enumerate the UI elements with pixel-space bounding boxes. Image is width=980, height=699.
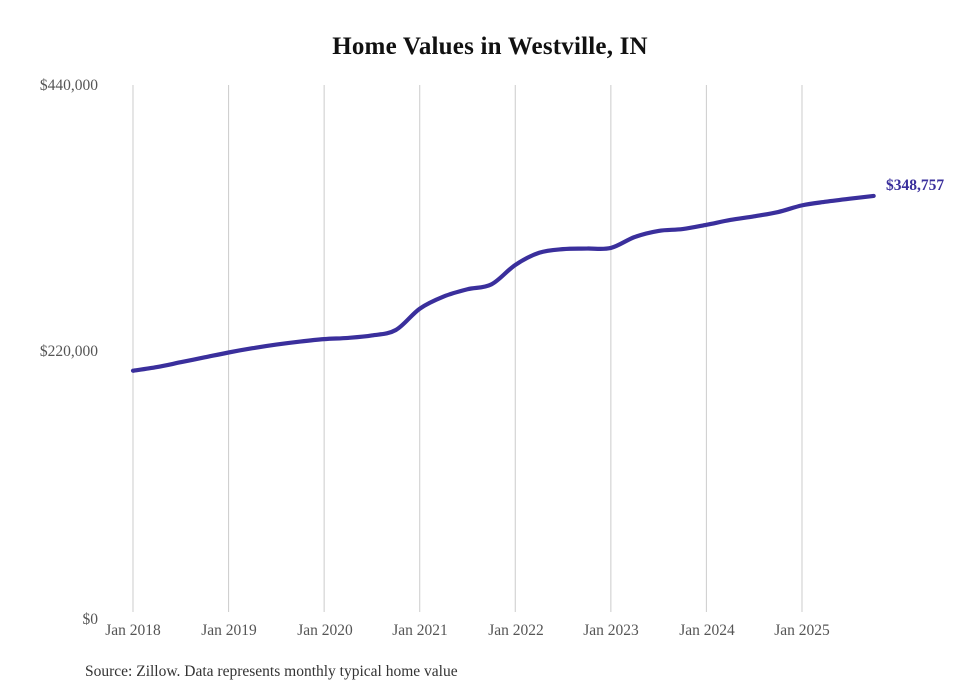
gridlines-group [132,85,803,612]
source-note: Source: Zillow. Data represents monthly … [85,663,458,680]
xtick-label-jan-2025: Jan 2025 [774,622,830,639]
xtick-label-jan-2019: Jan 2019 [201,622,257,639]
chart-title: Home Values in Westville, IN [332,33,648,60]
xtick-label-jan-2021: Jan 2021 [392,622,448,639]
xtick-label-jan-2023: Jan 2023 [583,622,639,639]
end-value-annotation: $348,757 [886,177,945,194]
ytick-label-0: $0 [82,611,99,628]
ytick-label-220000: $220,000 [39,343,98,360]
xtick-label-jan-2020: Jan 2020 [297,622,353,639]
series-line-typical-home-value [130,193,876,373]
xtick-label-jan-2024: Jan 2024 [679,622,735,639]
xtick-label-jan-2022: Jan 2022 [488,622,544,639]
ytick-label-440000: $440,000 [39,77,98,94]
xtick-label-jan-2018: Jan 2018 [105,622,161,639]
